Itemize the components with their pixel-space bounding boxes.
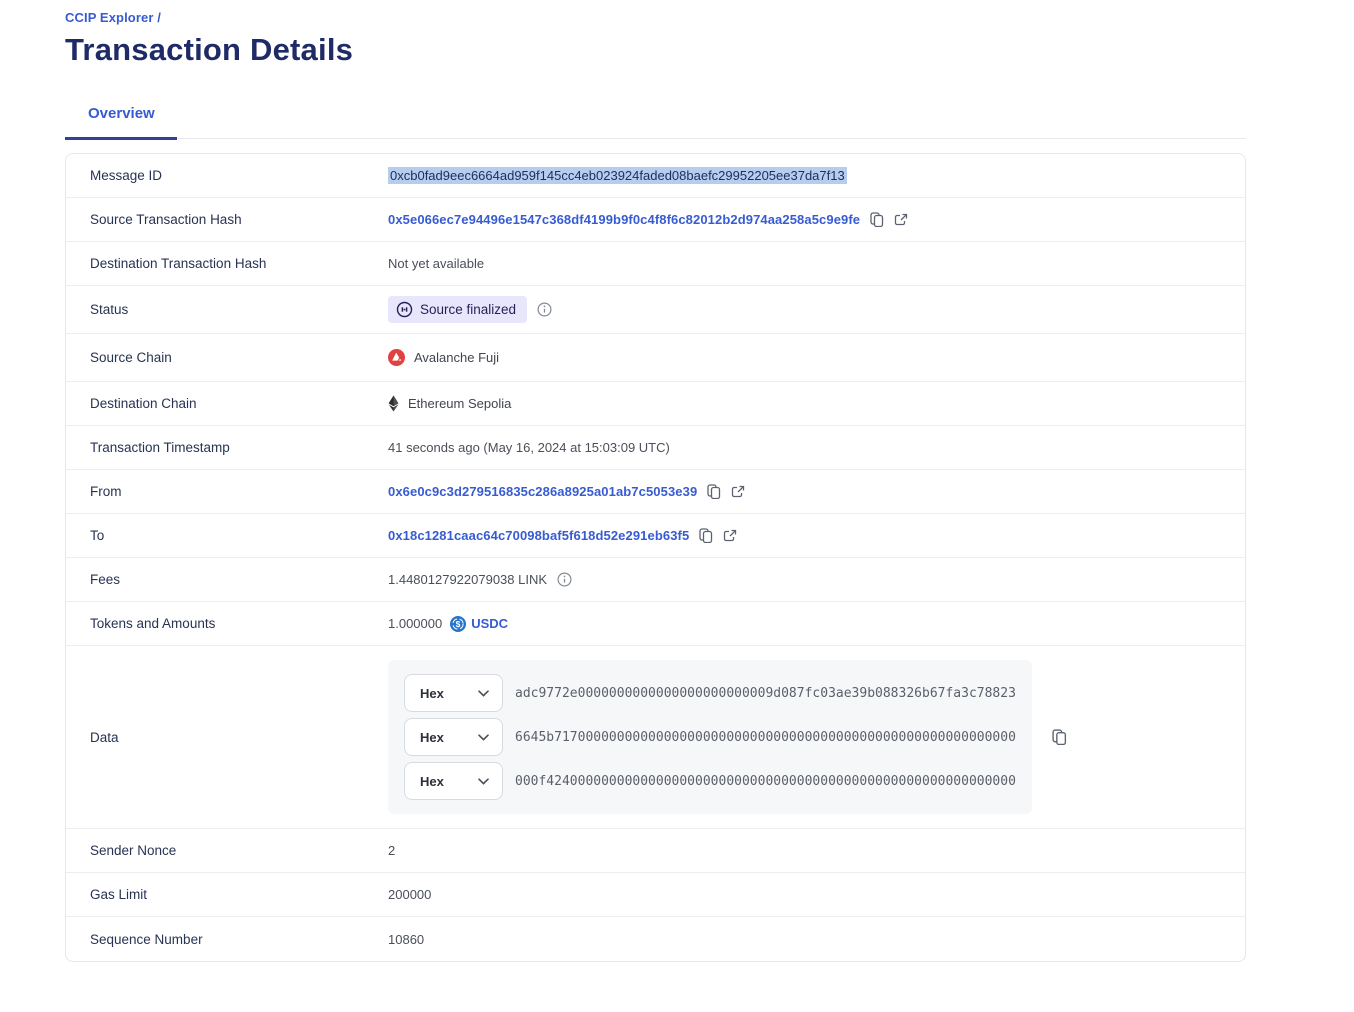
message-id-label: Message ID xyxy=(90,168,163,183)
timestamp-value: 41 seconds ago (May 16, 2024 at 15:03:09… xyxy=(388,440,670,455)
data-line-1: Hex adc9772e0000000000000000000000009d08… xyxy=(404,674,1016,712)
tab-bar: Overview xyxy=(65,105,1246,140)
breadcrumb: CCIP Explorer / xyxy=(65,10,1289,25)
dest-chain-label: Destination Chain xyxy=(90,396,197,411)
fees-label: Fees xyxy=(90,572,121,587)
source-tx-copy-button[interactable] xyxy=(870,212,884,227)
source-chain-name: Avalanche Fuji xyxy=(414,350,500,365)
status-info-icon[interactable] xyxy=(537,302,552,317)
timestamp-label: Transaction Timestamp xyxy=(90,440,230,455)
copy-icon xyxy=(699,528,713,543)
from-address-link[interactable]: 0x6e0c9c3d279516835c286a8925a01ab7c5053e… xyxy=(388,484,698,499)
dest-chain-name: Ethereum Sepolia xyxy=(408,396,512,411)
row-fees: Fees 1.4480127922079038 LINK xyxy=(66,558,1245,602)
source-tx-hash-link[interactable]: 0x5e066ec7e94496e1547c368df4199b9f0c4f8f… xyxy=(388,212,861,227)
page-title: Transaction Details xyxy=(65,32,354,67)
row-status: Status Source finalized xyxy=(66,286,1245,334)
external-link-icon xyxy=(724,529,737,541)
message-id-value[interactable]: 0xcb0fad9eec6664ad959f145cc4eb023924fade… xyxy=(388,167,847,184)
avalanche-icon xyxy=(388,349,405,366)
row-data: Data Hex adc9772e00000000000000000000000… xyxy=(66,646,1245,829)
data-format-value: Hex xyxy=(420,685,444,701)
source-chain-label: Source Chain xyxy=(90,350,172,365)
gas-limit-value: 200000 xyxy=(388,887,432,902)
usdc-icon: $ xyxy=(450,615,467,632)
sequence-number-label: Sequence Number xyxy=(90,931,203,947)
data-label: Data xyxy=(90,729,119,745)
to-label: To xyxy=(90,528,105,543)
source-tx-external-link-button[interactable] xyxy=(894,213,908,227)
dest-tx-hash-value: Not yet available xyxy=(388,256,485,271)
data-hex-value-3[interactable]: 000f424000000000000000000000000000000000… xyxy=(515,773,1016,789)
source-chain-value: Avalanche Fuji xyxy=(388,349,499,366)
from-external-link-button[interactable] xyxy=(731,485,745,499)
external-link-icon xyxy=(894,213,908,225)
row-sequence-number: Sequence Number 10860 xyxy=(66,917,1245,961)
tab-overview[interactable]: Overview xyxy=(65,105,177,140)
data-format-value: Hex xyxy=(420,773,444,789)
from-label: From xyxy=(90,484,122,499)
data-format-select-3[interactable]: Hex xyxy=(404,762,503,800)
to-address-link[interactable]: 0x18c1281caac64c70098baf5f618d52e291eb63… xyxy=(388,528,690,543)
token-usdc-link[interactable]: $ USDC xyxy=(450,615,509,632)
status-label: Status xyxy=(90,302,129,317)
transaction-details-page: CCIP Explorer / Transaction Details Over… xyxy=(65,10,1289,962)
row-timestamp: Transaction Timestamp 41 seconds ago (Ma… xyxy=(66,426,1245,470)
data-format-select-1[interactable]: Hex xyxy=(404,674,503,712)
tokens-label: Tokens and Amounts xyxy=(90,616,216,631)
data-hex-box: Hex adc9772e0000000000000000000000009d08… xyxy=(388,660,1032,814)
row-sender-nonce: Sender Nonce 2 xyxy=(66,829,1245,873)
circled-pause-icon xyxy=(396,301,413,318)
data-line-2: Hex 6645b7170000000000000000000000000000… xyxy=(404,718,1016,756)
row-dest-chain: Destination Chain Ethereum Sepolia xyxy=(66,382,1245,426)
row-tokens: Tokens and Amounts 1.000000 $ USDC xyxy=(66,602,1245,646)
copy-icon xyxy=(870,212,884,227)
fees-value: 1.4480127922079038 LINK xyxy=(388,572,548,587)
token-amount: 1.000000 xyxy=(388,616,443,631)
data-line-3: Hex 000f42400000000000000000000000000000… xyxy=(404,762,1016,800)
gas-limit-label: Gas Limit xyxy=(90,887,148,902)
source-tx-hash-label: Source Transaction Hash xyxy=(90,212,242,227)
sender-nonce-value: 2 xyxy=(388,843,396,858)
transaction-details-card: Message ID 0xcb0fad9eec6664ad959f145cc4e… xyxy=(65,153,1246,962)
data-copy-button[interactable] xyxy=(1052,729,1067,745)
copy-icon xyxy=(707,484,721,499)
copy-icon xyxy=(1052,729,1066,745)
dest-chain-value: Ethereum Sepolia xyxy=(388,395,511,412)
data-hex-value-2[interactable]: 6645b71700000000000000000000000000000000… xyxy=(515,729,1016,745)
chevron-down-icon xyxy=(478,777,489,785)
chevron-down-icon xyxy=(478,733,489,741)
breadcrumb-ccip-explorer-link[interactable]: CCIP Explorer xyxy=(65,10,154,25)
breadcrumb-separator: / xyxy=(157,10,161,25)
to-copy-button[interactable] xyxy=(699,528,713,543)
row-source-chain: Source Chain Avalanche Fuji xyxy=(66,334,1245,382)
status-badge-label: Source finalized xyxy=(420,302,517,317)
data-hex-value-1[interactable]: adc9772e0000000000000000000000009d087fc0… xyxy=(515,685,1016,701)
token-symbol: USDC xyxy=(471,616,509,631)
sender-nonce-label: Sender Nonce xyxy=(90,843,177,858)
row-source-tx-hash: Source Transaction Hash 0x5e066ec7e94496… xyxy=(66,198,1245,242)
sequence-number-value: 10860 xyxy=(388,931,425,947)
data-format-value: Hex xyxy=(420,729,444,745)
row-gas-limit: Gas Limit 200000 xyxy=(66,873,1245,917)
ethereum-icon xyxy=(388,395,399,412)
from-copy-button[interactable] xyxy=(707,484,721,499)
row-message-id: Message ID 0xcb0fad9eec6664ad959f145cc4e… xyxy=(66,154,1245,198)
to-external-link-button[interactable] xyxy=(723,529,737,543)
row-dest-tx-hash: Destination Transaction Hash Not yet ava… xyxy=(66,242,1245,286)
row-to: To 0x18c1281caac64c70098baf5f618d52e291e… xyxy=(66,514,1245,558)
row-from: From 0x6e0c9c3d279516835c286a8925a01ab7c… xyxy=(66,470,1245,514)
external-link-icon xyxy=(732,485,745,497)
status-badge: Source finalized xyxy=(388,296,528,323)
fees-info-icon[interactable] xyxy=(557,572,572,587)
chevron-down-icon xyxy=(478,689,489,697)
data-format-select-2[interactable]: Hex xyxy=(404,718,503,756)
dest-tx-hash-label: Destination Transaction Hash xyxy=(90,256,267,271)
svg-text:$: $ xyxy=(456,619,461,629)
